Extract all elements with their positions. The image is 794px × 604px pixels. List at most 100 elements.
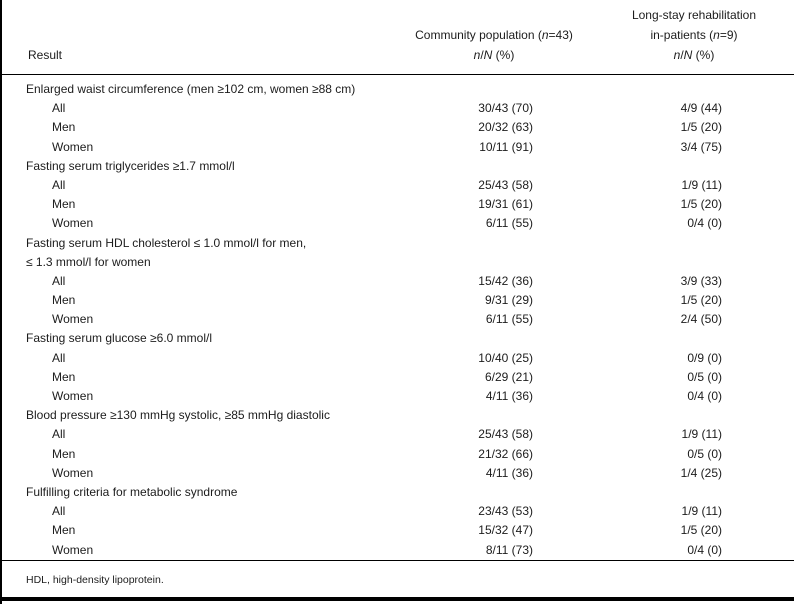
section-label: Enlarged waist circumference (men ≥102 c… (26, 82, 356, 96)
row-label: Men (52, 120, 76, 135)
value-longstay: 1/9 (11) (681, 177, 722, 192)
section-label: Blood pressure ≥130 mmHg systolic, ≥85 m… (26, 408, 330, 423)
column-header-longstay: Long-stay rehabilitation in-patients (n=… (594, 5, 794, 65)
value-community: 15/42 (36) (478, 273, 533, 288)
value-community: 4/11 (36) (485, 389, 533, 403)
table-row: Women 8/11 (73) 0/4 (0) (0, 541, 794, 560)
table-row: All 25/43 (58) 1/9 (11) (0, 425, 794, 444)
section-label-row: Fasting serum glucose ≥6.0 mmol/l (0, 329, 794, 348)
table-row: Women 4/11 (36) 0/4 (0) (0, 387, 794, 406)
value-community: 23/43 (53) (478, 504, 533, 519)
value-longstay: 1/5 (20) (680, 120, 722, 135)
value-longstay: 0/9 (0) (687, 350, 722, 365)
table-row: Men 9/31 (29) 1/5 (20) (0, 291, 794, 310)
row-label: All (52, 427, 66, 442)
table-row: Women 6/11 (55) 0/4 (0) (0, 214, 794, 233)
value-longstay: 1/4 (25) (680, 465, 722, 480)
row-label: Men (52, 197, 76, 212)
value-longstay: 1/9 (11) (681, 427, 722, 442)
row-label: All (52, 504, 66, 519)
value-community: 25/43 (58) (478, 427, 533, 442)
section-label-row: Fasting serum triglycerides ≥1.7 mmol/l (0, 157, 794, 176)
section-label-row: Fasting serum HDL cholesterol ≤ 1.0 mmol… (0, 234, 794, 253)
value-longstay: 3/4 (75) (680, 139, 722, 154)
row-label: Men (52, 523, 76, 538)
section-label-row: Blood pressure ≥130 mmHg systolic, ≥85 m… (0, 406, 794, 425)
value-community: 21/32 (66) (478, 446, 533, 461)
table-row: All 25/43 (58) 1/9 (11) (0, 176, 794, 195)
column-header-result: Result (0, 45, 394, 65)
value-community: 19/31 (61) (478, 197, 533, 212)
longstay-header-line1: Long-stay rehabilitation (631, 8, 757, 22)
longstay-header-line2: in-patients (n=9) (650, 28, 738, 42)
longstay-header-line3: n/N (%) (673, 48, 715, 62)
value-community: 25/43 (58) (478, 177, 533, 192)
value-community: 20/32 (63) (478, 120, 533, 135)
table-row: Men 19/31 (61) 1/5 (20) (0, 195, 794, 214)
column-header-community: Community population (n=43) n/N (%) (394, 25, 594, 65)
value-longstay: 1/9 (11) (681, 504, 722, 519)
row-label: Women (52, 542, 94, 557)
value-community: 10/11 (91) (479, 139, 533, 154)
section-label: Fasting serum triglycerides ≥1.7 mmol/l (26, 158, 235, 173)
table-row: All 23/43 (53) 1/9 (11) (0, 502, 794, 521)
value-community: 6/11 (55) (485, 312, 533, 327)
value-community: 15/32 (47) (478, 523, 533, 538)
value-longstay: 0/5 (0) (687, 446, 722, 461)
table-footnote-area: HDL, high-density lipoprotein. (0, 559, 794, 593)
section-label-continued: ≤ 1.3 mmol/l for women (26, 254, 151, 269)
value-longstay: 2/4 (50) (680, 312, 722, 327)
row-label: Women (52, 312, 94, 327)
table-bottom-rule (0, 597, 794, 601)
table-body: Enlarged waist circumference (men ≥102 c… (0, 75, 794, 560)
table-row: All 15/42 (36) 3/9 (33) (0, 272, 794, 291)
value-community: 6/29 (21) (484, 369, 533, 384)
value-community: 4/11 (36) (485, 465, 533, 480)
value-longstay: 4/9 (44) (680, 101, 722, 116)
row-label: All (52, 350, 66, 365)
value-community: 10/40 (25) (478, 350, 533, 365)
row-label: Men (52, 446, 76, 461)
community-header-line1: Community population (n=43) (415, 28, 573, 42)
value-longstay: 1/5 (20) (680, 293, 722, 308)
value-longstay: 1/5 (20) (680, 523, 722, 538)
table-left-rule (0, 0, 2, 604)
row-label: Men (52, 293, 76, 308)
table-header-row: Result Community population (n=43) n/N (… (0, 0, 794, 75)
value-community: 8/11 (73) (485, 542, 533, 557)
section-label: Fasting serum glucose ≥6.0 mmol/l (26, 331, 212, 346)
value-longstay: 0/4 (0) (687, 216, 722, 231)
row-label: All (52, 177, 66, 192)
table-row: Men 21/32 (66) 0/5 (0) (0, 445, 794, 464)
section-label-row: ≤ 1.3 mmol/l for women (0, 253, 794, 272)
community-header-line2: n/N (%) (473, 48, 515, 62)
table-row: Men 20/32 (63) 1/5 (20) (0, 118, 794, 137)
table-row: All 30/43 (70) 4/9 (44) (0, 99, 794, 118)
table-row: All 10/40 (25) 0/9 (0) (0, 349, 794, 368)
value-longstay: 0/4 (0) (687, 542, 722, 557)
row-label: Women (52, 139, 94, 154)
row-label: Women (52, 389, 94, 403)
value-community: 6/11 (55) (485, 216, 533, 231)
value-longstay: 1/5 (20) (680, 197, 722, 212)
footnote-text: HDL, high-density lipoprotein. (26, 573, 164, 586)
table-row: Men 15/32 (47) 1/5 (20) (0, 521, 794, 540)
section-label: Fasting serum HDL cholesterol ≤ 1.0 mmol… (26, 235, 307, 250)
table-row: Women 10/11 (91) 3/4 (75) (0, 138, 794, 157)
table-row: Men 6/29 (21) 0/5 (0) (0, 368, 794, 387)
value-longstay: 0/5 (0) (687, 369, 722, 384)
value-longstay: 0/4 (0) (687, 389, 722, 403)
row-label: All (52, 101, 66, 116)
value-longstay: 3/9 (33) (680, 273, 722, 288)
row-label: Women (52, 465, 94, 480)
section-label: Fulfilling criteria for metabolic syndro… (26, 484, 238, 499)
section-label-row: Enlarged waist circumference (men ≥102 c… (0, 80, 794, 99)
value-community: 30/43 (70) (478, 101, 533, 116)
value-community: 9/31 (29) (484, 293, 533, 308)
row-label: All (52, 273, 66, 288)
table-row: Women 4/11 (36) 1/4 (25) (0, 464, 794, 483)
table-row: Women 6/11 (55) 2/4 (50) (0, 310, 794, 329)
result-header-label: Result (28, 48, 63, 62)
row-label: Women (52, 216, 94, 231)
